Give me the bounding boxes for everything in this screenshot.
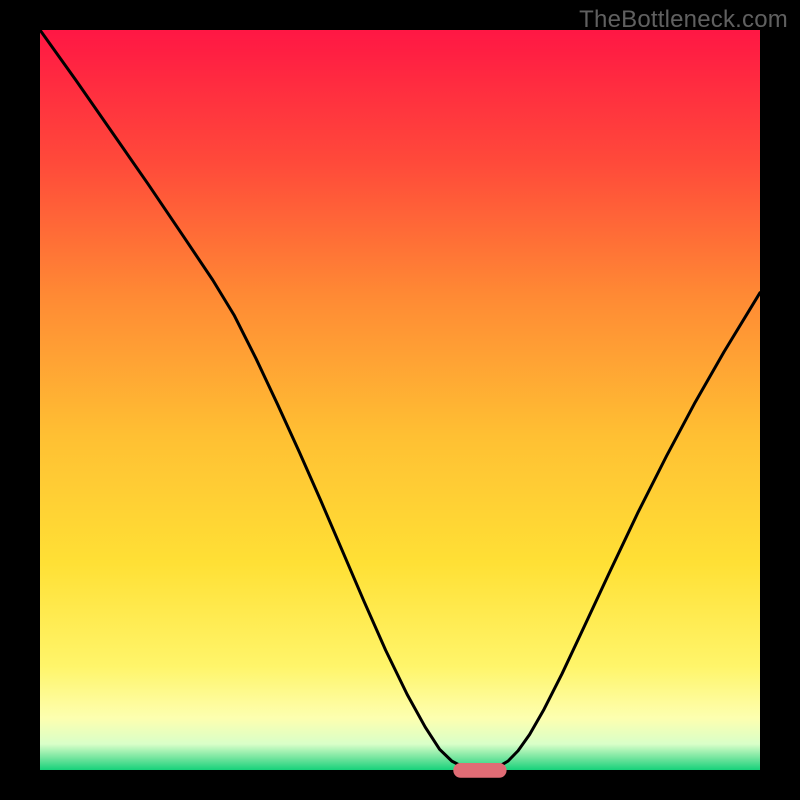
plot-background-gradient [40,30,760,770]
optimal-marker [453,763,506,778]
chart-stage: TheBottleneck.com [0,0,800,800]
watermark-text: TheBottleneck.com [579,6,788,34]
bottleneck-plot [0,0,800,800]
